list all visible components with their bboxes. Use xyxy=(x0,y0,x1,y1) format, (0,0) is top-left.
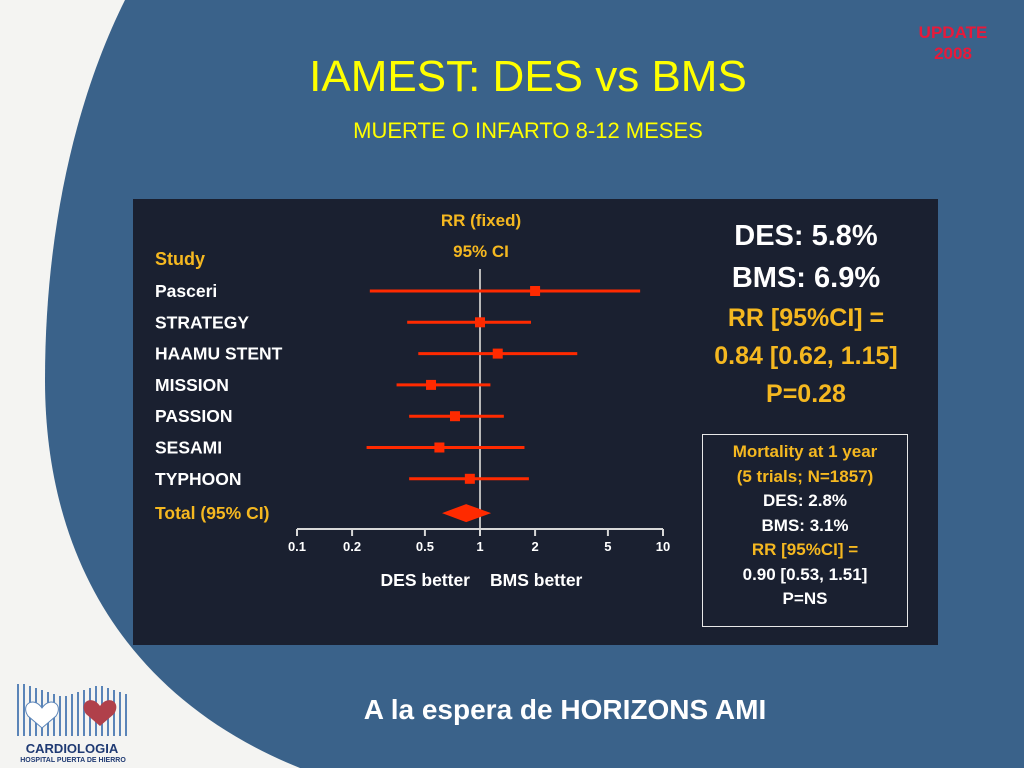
total-diamond xyxy=(442,504,492,523)
study-label: PASSION xyxy=(155,406,232,426)
update-badge-line1: UPDATE xyxy=(918,23,988,42)
x-tick-label: 1 xyxy=(476,539,483,554)
x-tick-label: 2 xyxy=(531,539,538,554)
forest-plot-panel: RR (fixed) 95% CI Study Pasceri STRATEGY HAAM… xyxy=(133,199,938,645)
mortality-des: DES: 2.8% xyxy=(762,491,848,510)
x-tick-label: 0.2 xyxy=(343,539,361,554)
study-label: STRATEGY xyxy=(155,312,249,332)
mortality-title: Mortality at 1 year xyxy=(732,442,878,461)
bms-rate: BMS: 6.9% xyxy=(731,262,881,294)
footer-caption: A la espera de HORIZONS AMI xyxy=(363,694,767,725)
study-point xyxy=(464,473,475,484)
slide-subtitle: MUERTE O INFARTO 8-12 MESES xyxy=(353,118,703,143)
mortality-rr-label: RR [95%CI] = xyxy=(751,540,859,559)
study-point xyxy=(434,442,445,453)
p-value: P=0.28 xyxy=(766,380,846,408)
logo-line2: HOSPITAL PUERTA DE HIERRO xyxy=(20,757,126,764)
study-label: MISSION xyxy=(155,375,229,395)
mortality-trials: (5 trials; N=1857) xyxy=(736,466,874,486)
study-label: SESAMI xyxy=(155,438,222,458)
mortality-p: P=NS xyxy=(782,589,828,608)
mortality-bms: BMS: 3.1% xyxy=(761,515,849,535)
forest-plot: RR (fixed) 95% CI Study Pasceri STRATEGY HAAM… xyxy=(155,211,670,590)
chart-subtitle: 95% CI xyxy=(453,242,509,261)
x-tick-label: 0.5 xyxy=(416,539,434,554)
study-label: Pasceri xyxy=(155,281,217,301)
study-label: HAAMU STENT xyxy=(155,344,283,364)
update-badge-line2: 2008 xyxy=(934,44,972,63)
study-point xyxy=(492,348,503,359)
chart-title: RR (fixed) xyxy=(441,211,521,230)
rr-label: RR [95%CI] = xyxy=(727,304,885,332)
x-tick-label: 0.1 xyxy=(288,539,306,554)
study-point xyxy=(449,411,460,422)
des-rate: DES: 5.8% xyxy=(734,220,878,252)
mortality-rr-value: 0.90 [0.53, 1.51] xyxy=(742,564,868,584)
total-label: Total (95% CI) xyxy=(155,503,269,523)
study-point xyxy=(530,286,541,296)
des-better-label: DES better xyxy=(381,570,471,590)
mortality-box: Mortality at 1 year (5 trials; N=1857) D… xyxy=(702,434,908,627)
x-tick-label: 5 xyxy=(604,539,611,554)
logo-line1: CARDIOLOGIA xyxy=(25,741,119,756)
bms-better-label: BMS better xyxy=(490,570,583,590)
study-column-header: Study xyxy=(155,249,205,269)
study-point xyxy=(426,379,437,390)
study-point xyxy=(475,317,485,328)
rr-value: 0.84 [0.62, 1.15] xyxy=(714,342,898,370)
cardiologia-logo xyxy=(17,684,127,736)
x-tick-label: 10 xyxy=(656,539,670,554)
study-label: TYPHOON xyxy=(155,469,242,489)
pooled-stats: DES: 5.8% BMS: 6.9% RR [95%CI] = 0.84 [0… xyxy=(686,215,926,413)
slide-title: IAMEST: DES vs BMS xyxy=(309,52,747,101)
update-badge: UPDATE 2008 xyxy=(880,22,1024,64)
